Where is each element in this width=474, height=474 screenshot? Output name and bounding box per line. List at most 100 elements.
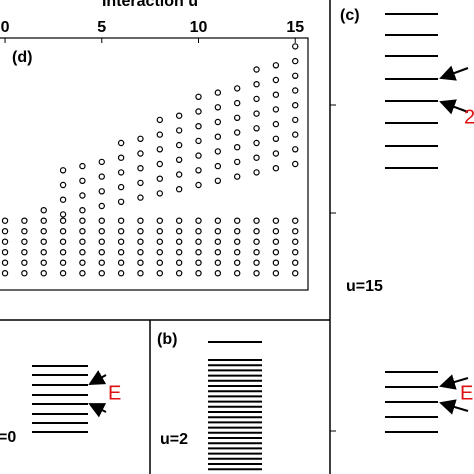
data-point <box>214 162 222 170</box>
data-point <box>117 139 125 147</box>
annotation: 2 <box>464 106 474 128</box>
data-point <box>156 217 164 224</box>
data-point <box>253 270 260 277</box>
data-point <box>272 62 280 69</box>
data-point <box>214 248 222 256</box>
data-point <box>1 259 9 266</box>
data-point <box>195 259 202 266</box>
data-point <box>117 270 125 277</box>
data-point <box>292 259 299 266</box>
data-point <box>292 227 299 235</box>
data-point <box>292 238 299 245</box>
data-point <box>1 238 9 245</box>
data-point <box>137 135 144 142</box>
data-point <box>117 198 125 205</box>
x-tick-label: 5 <box>97 19 106 36</box>
data-point <box>21 238 28 245</box>
data-point <box>40 270 47 277</box>
data-point <box>272 91 280 98</box>
u-label: u=15 <box>346 278 383 295</box>
data-point <box>292 270 299 277</box>
annotation: E <box>108 382 121 404</box>
data-point <box>175 185 183 193</box>
panel-c: (c) 2 u=15 E <box>340 7 474 433</box>
data-point <box>117 169 125 176</box>
data-point <box>272 248 280 256</box>
data-point <box>156 190 164 197</box>
data-point <box>98 202 105 210</box>
data-point <box>253 259 260 266</box>
data-point <box>59 227 67 235</box>
data-point <box>137 217 144 224</box>
data-point <box>195 270 202 277</box>
data-point <box>195 108 202 115</box>
data-point <box>233 85 241 92</box>
data-point <box>59 259 67 266</box>
data-point <box>214 89 222 96</box>
data-point <box>137 150 144 157</box>
data-point <box>156 248 164 256</box>
data-point <box>253 66 260 73</box>
data-point <box>98 248 105 256</box>
data-point <box>175 270 183 277</box>
data-point <box>253 154 260 161</box>
axis-title: Interaction u <box>102 0 198 10</box>
data-point <box>59 217 67 224</box>
data-point <box>21 248 28 256</box>
data-point <box>175 259 183 266</box>
data-point <box>195 122 202 130</box>
data-point <box>272 164 280 172</box>
data-point <box>272 259 280 266</box>
data-point <box>214 217 222 224</box>
data-point <box>292 217 299 224</box>
data-point <box>253 248 260 256</box>
data-point <box>272 135 280 142</box>
data-point <box>98 173 105 180</box>
data-point <box>156 227 164 235</box>
data-point <box>98 270 105 277</box>
data-point <box>40 248 47 256</box>
data-point <box>195 152 202 159</box>
data-point <box>79 206 86 214</box>
data-point <box>292 248 299 256</box>
data-point <box>292 101 299 109</box>
data-point <box>79 238 86 245</box>
data-point <box>117 154 125 161</box>
data-point <box>272 217 280 224</box>
data-point <box>156 160 164 168</box>
data-point <box>233 217 241 224</box>
data-point <box>214 148 222 155</box>
data-point <box>195 93 202 101</box>
data-point <box>79 259 86 266</box>
data-point <box>156 116 164 124</box>
data-point <box>233 238 241 245</box>
data-point <box>79 177 86 184</box>
data-point <box>233 143 241 151</box>
data-point <box>272 270 280 277</box>
panel-label: (b) <box>157 331 177 348</box>
panel-a: E =0 <box>0 365 121 446</box>
x-tick-label: 10 <box>190 19 208 36</box>
data-point <box>59 248 67 256</box>
data-point <box>292 116 299 124</box>
data-point <box>59 211 67 218</box>
data-point <box>21 217 28 224</box>
data-point <box>137 248 144 256</box>
data-point <box>40 238 47 245</box>
x-tick-label: 15 <box>286 19 304 36</box>
annotation: E <box>460 382 473 404</box>
data-point <box>195 238 202 245</box>
data-point <box>292 131 299 138</box>
data-point <box>137 227 144 235</box>
panel-d: Interaction u (d) 0 5 10 15 <box>0 0 309 291</box>
data-point <box>79 227 86 235</box>
data-point <box>233 99 241 107</box>
data-point <box>137 194 144 201</box>
data-point <box>40 206 47 214</box>
data-point <box>79 192 86 199</box>
data-point <box>233 129 241 136</box>
data-point <box>195 248 202 256</box>
data-point <box>1 270 9 277</box>
data-point <box>214 227 222 235</box>
